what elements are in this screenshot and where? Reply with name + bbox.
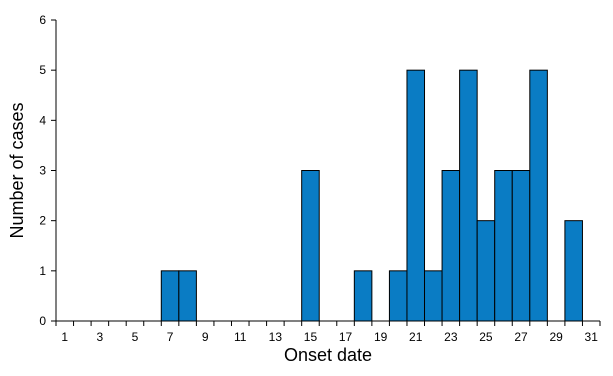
x-tick-label: 19 — [374, 330, 388, 344]
y-tick-label: 4 — [39, 113, 46, 127]
x-tick-label: 17 — [339, 330, 353, 344]
x-tick-label: 29 — [549, 330, 563, 344]
x-tick-label: 25 — [479, 330, 493, 344]
x-tick-label: 31 — [585, 330, 599, 344]
x-ticks-group: 1 3 5 7 9 11 13 15 17 19 21 23 25 27 29 31 — [55, 321, 601, 344]
x-tick-label: 21 — [409, 330, 423, 344]
bar-15 — [301, 170, 320, 322]
bar-18 — [353, 270, 373, 322]
y-tick-label: 1 — [39, 264, 46, 278]
bar-25 — [476, 220, 496, 322]
x-tick-label: 1 — [61, 330, 68, 344]
bar-26 — [494, 170, 513, 322]
x-tick-label: 13 — [269, 330, 283, 344]
bar-28 — [529, 69, 548, 322]
bar-20 — [388, 270, 408, 322]
x-tick-label: 3 — [97, 330, 104, 344]
bar-24 — [459, 69, 478, 322]
y-tick-label: 2 — [39, 214, 46, 228]
y-tick-label: 0 — [39, 314, 46, 328]
x-tick-label: 5 — [132, 330, 139, 344]
y-tick-label: 5 — [39, 63, 46, 77]
bar-7 — [160, 270, 180, 322]
y-tick-label: 6 — [39, 13, 46, 27]
y-tick-label: 3 — [39, 164, 46, 178]
bar-27 — [511, 170, 531, 322]
bars-group — [160, 69, 583, 322]
bar-23 — [441, 170, 461, 322]
y-axis-title: Number of cases — [7, 102, 27, 238]
y-ticks-group: 0 1 2 3 4 5 6 — [39, 13, 56, 328]
x-tick-label: 15 — [304, 330, 318, 344]
x-tick-label: 11 — [234, 330, 247, 344]
x-tick-label: 7 — [167, 330, 174, 344]
x-tick-label: 9 — [202, 330, 209, 344]
bar-30 — [564, 220, 583, 322]
bar-8 — [178, 270, 197, 322]
x-tick-label: 23 — [444, 330, 458, 344]
bar-21 — [406, 69, 426, 322]
x-axis-title: Onset date — [284, 345, 372, 365]
bar-22 — [424, 270, 443, 322]
x-tick-label: 27 — [514, 330, 528, 344]
